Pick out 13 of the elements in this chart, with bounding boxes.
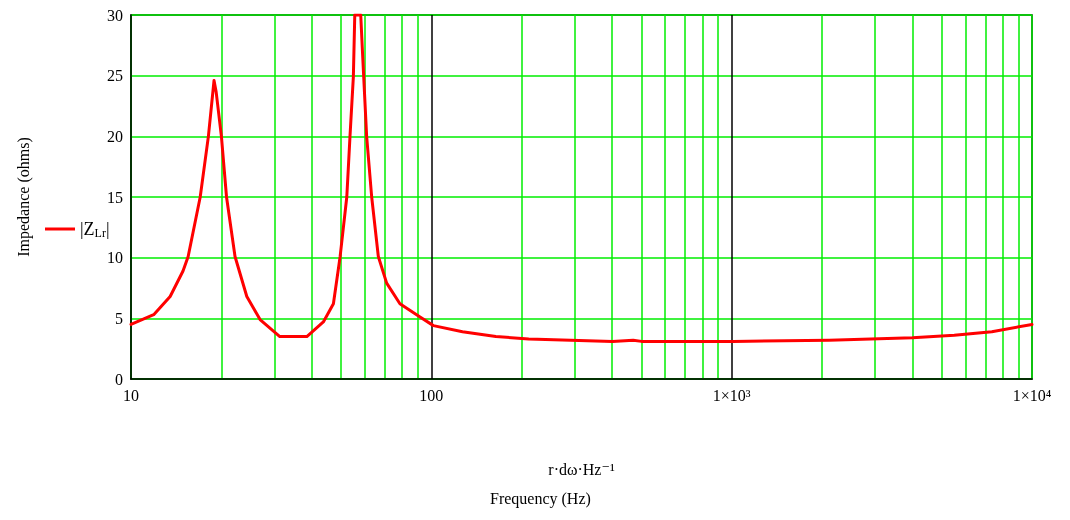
x-tick-label: 1×10⁴ bbox=[1012, 386, 1052, 404]
y-tick-label: 25 bbox=[107, 67, 123, 85]
x-axis-title: r·dω·Hz⁻¹ bbox=[548, 460, 615, 478]
y-tick-label: 0 bbox=[115, 370, 123, 388]
y-tick-label: 5 bbox=[115, 309, 123, 327]
y-tick-label: 10 bbox=[107, 249, 123, 267]
y-tick-label: 30 bbox=[107, 6, 123, 24]
y-tick-label: 15 bbox=[107, 188, 123, 206]
y-axis-title: Impedance (ohms) bbox=[14, 137, 33, 257]
text: Frequency (Hz) bbox=[490, 489, 591, 508]
x-tick-label: 100 bbox=[419, 386, 444, 404]
y-tick-label: 20 bbox=[107, 127, 123, 145]
x-tick-label: 1×10³ bbox=[712, 386, 751, 404]
